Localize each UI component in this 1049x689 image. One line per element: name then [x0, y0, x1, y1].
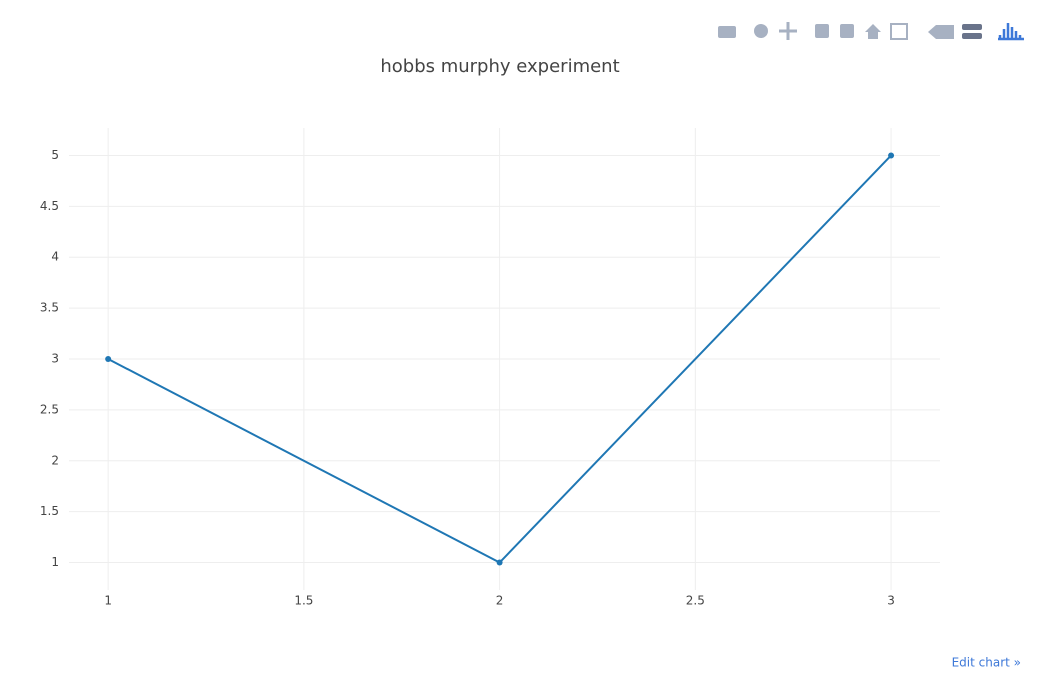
x-tick-label: 2.5: [686, 594, 705, 608]
x-tick-label: 1: [104, 594, 112, 608]
edit-chart-link[interactable]: Edit chart »: [952, 656, 1021, 670]
x-tick-label: 3: [887, 594, 895, 608]
data-point: [888, 152, 895, 159]
y-tick-label: 2: [51, 453, 59, 467]
zoom-out-icon[interactable]: [840, 24, 854, 38]
chart-title: hobbs murphy experiment: [380, 56, 619, 77]
zoom-icon[interactable]: [754, 24, 768, 38]
y-tick-label: 3.5: [40, 301, 59, 315]
y-tick-label: 2.5: [40, 402, 59, 416]
y-tick-label: 4.5: [40, 199, 59, 213]
autoscale-icon[interactable]: [890, 23, 908, 40]
x-tick-label: 1.5: [294, 594, 313, 608]
y-tick-label: 4: [51, 250, 59, 264]
y-tick-label: 1: [51, 555, 59, 569]
hover-compare-icon[interactable]: [962, 24, 982, 30]
modebar: [718, 22, 1024, 41]
pan-icon[interactable]: [779, 22, 797, 40]
camera-icon[interactable]: [718, 26, 736, 38]
data-point: [105, 356, 112, 362]
plotly-logo[interactable]: [998, 23, 1024, 41]
x-tick-label: 2: [496, 594, 504, 608]
zoom-in-icon[interactable]: [815, 24, 829, 38]
y-tick-label: 3: [51, 352, 59, 366]
y-tick-label: 5: [51, 148, 59, 162]
home-icon[interactable]: [865, 24, 881, 39]
data-point: [496, 559, 503, 566]
y-tick-label: 1.5: [40, 504, 59, 518]
hover-compare-icon-part: [962, 33, 982, 39]
hover-closest-icon[interactable]: [928, 25, 954, 39]
